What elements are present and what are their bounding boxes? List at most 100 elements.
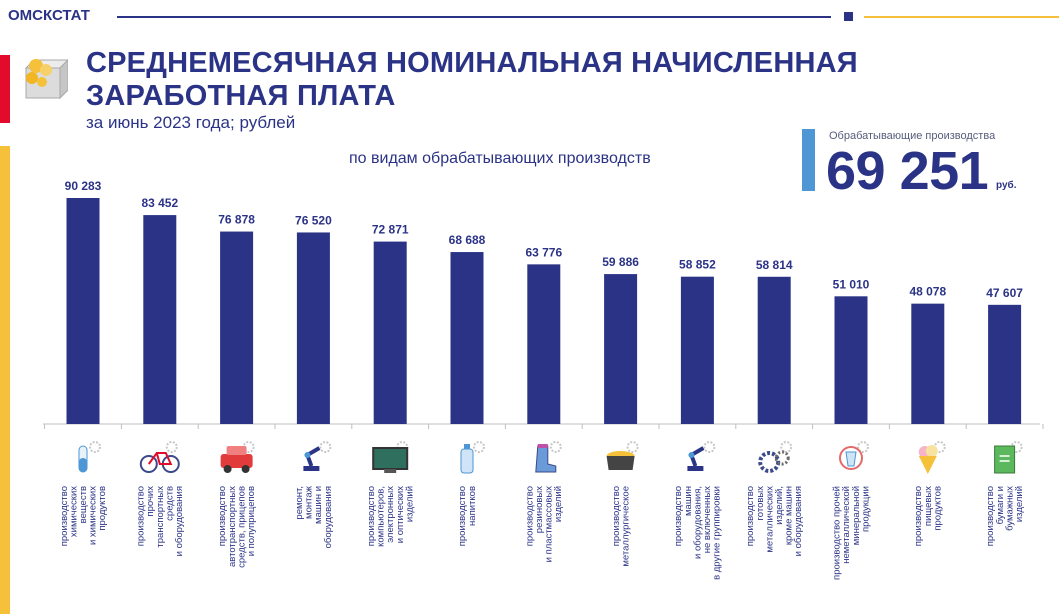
header-divider <box>117 16 831 18</box>
accent-bar-red <box>0 55 10 123</box>
bicycle-icon <box>139 441 180 473</box>
data-label: 76 878 <box>218 213 255 227</box>
category-label: кроме машин <box>784 486 795 545</box>
bar <box>66 198 100 424</box>
bar <box>450 252 484 424</box>
category-label: пищевых <box>923 486 934 526</box>
category-label: производство <box>59 486 70 546</box>
category-label: производство прочей <box>832 486 843 580</box>
robot-arm-icon <box>687 441 716 471</box>
category-label: и химических <box>88 486 99 545</box>
car-icon <box>220 441 255 473</box>
data-label: 90 283 <box>65 179 102 193</box>
category-label: машин и <box>313 486 324 524</box>
category-label: бумаги и <box>995 486 1006 524</box>
bar <box>296 232 330 424</box>
page-subtitle: за июнь 2023 года; рублей <box>86 113 296 132</box>
category-label: машин <box>683 486 694 516</box>
category-label: производство <box>217 486 228 546</box>
category-label: минеральной <box>851 486 862 545</box>
book-icon <box>994 441 1023 474</box>
category-label: производство <box>985 486 996 546</box>
bar <box>834 296 868 424</box>
bar <box>143 215 177 424</box>
glass-icon <box>839 441 869 470</box>
category-label: изделий <box>404 486 415 522</box>
kpi-unit: руб. <box>996 180 1017 191</box>
category-label: в другие группировки <box>712 486 723 580</box>
data-label: 51 010 <box>833 277 870 291</box>
category-label: и оборудования, <box>692 486 703 559</box>
category-label: химических <box>68 486 79 537</box>
category-label: прочих <box>145 486 156 517</box>
bar <box>680 276 714 424</box>
boot-icon <box>535 441 562 473</box>
data-label: 76 520 <box>295 213 332 227</box>
category-label: производство <box>136 486 147 546</box>
test-tube-icon <box>78 441 101 473</box>
category-label: и оптических <box>395 486 406 543</box>
category-label: производство <box>611 486 622 546</box>
kpi-value: 69 251 <box>826 141 989 201</box>
category-label: металлургическое <box>620 486 631 567</box>
bar <box>757 276 791 424</box>
accent-bar-yellow <box>0 146 10 614</box>
header-square <box>844 12 853 21</box>
data-label: 68 688 <box>449 233 486 247</box>
category-label: изделий, <box>774 486 785 525</box>
category-label: производство <box>673 486 684 546</box>
data-label: 58 852 <box>679 258 716 272</box>
data-label: 72 871 <box>372 223 409 237</box>
bar <box>604 274 638 424</box>
category-label: готовых <box>755 486 766 521</box>
data-label: 83 452 <box>141 196 178 210</box>
category-label: и оборудования <box>174 486 185 556</box>
category-label: электронных <box>385 486 396 543</box>
kpi-accent-bar <box>802 129 815 191</box>
title-line-1: СРЕДНЕМЕСЯЧНАЯ НОМИНАЛЬНАЯ НАЧИСЛЕННАЯ <box>86 47 858 79</box>
header-divider-accent <box>864 16 1059 18</box>
page-title: СРЕДНЕМЕСЯЧНАЯ НОМИНАЛЬНАЯ НАЧИСЛЕННАЯ З… <box>86 47 858 113</box>
data-label: 63 776 <box>525 245 562 259</box>
kpi-label: Обрабатывающие производства <box>829 130 996 142</box>
ice-cream-icon <box>918 441 946 474</box>
category-label: транспортных <box>155 486 166 548</box>
category-label: веществ <box>78 486 89 523</box>
data-label: 59 886 <box>602 255 639 269</box>
category-label: производство <box>913 486 924 546</box>
chart-title: по видам обрабатывающих производств <box>349 150 651 167</box>
category-label: оборудования <box>323 486 334 548</box>
category-label: неметаллической <box>841 486 852 564</box>
brand-name: ОМСКСТАТ <box>8 7 90 24</box>
bar <box>911 303 945 424</box>
category-label: ремонт, <box>294 486 305 520</box>
category-label: средств <box>164 486 175 521</box>
bottle-icon <box>460 441 485 474</box>
category-label: компьютеров, <box>376 486 387 547</box>
data-label: 47 607 <box>986 286 1023 300</box>
category-label: производство <box>524 486 535 546</box>
category-label: изделий <box>553 486 564 522</box>
category-label: и пластмассовых <box>544 486 555 563</box>
category-label: монтаж <box>304 485 315 519</box>
category-label: производство <box>366 486 377 546</box>
category-label: резиновых <box>534 486 545 533</box>
bar <box>220 231 254 424</box>
monitor-icon <box>372 441 409 473</box>
category-label: средств, прицепов <box>236 486 247 568</box>
gears-icon <box>758 441 793 473</box>
category-label: бумажных <box>1004 486 1015 531</box>
category-label: продуктов <box>932 486 943 531</box>
category-label: изделий <box>1014 486 1025 522</box>
category-label: производство <box>745 486 756 546</box>
bar <box>988 304 1022 424</box>
category-label: и оборудования <box>793 486 804 556</box>
robot-arm-icon <box>303 441 332 471</box>
data-label: 58 814 <box>756 258 793 272</box>
coins-box-icon <box>24 59 68 100</box>
category-label: автотранспортных <box>227 486 238 567</box>
category-label: продуктов <box>97 486 108 531</box>
data-label: 48 078 <box>909 285 946 299</box>
metal-ladle-icon <box>606 441 639 470</box>
